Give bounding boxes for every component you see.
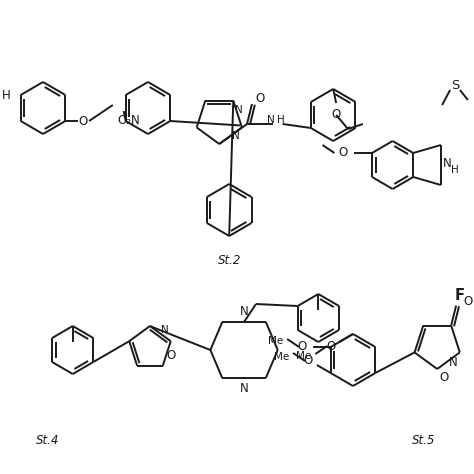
Text: F: F [455, 288, 465, 302]
Text: St.2: St.2 [218, 254, 241, 267]
Text: N: N [235, 105, 243, 115]
Text: O: O [326, 339, 335, 353]
Text: N: N [449, 356, 458, 369]
Text: N: N [232, 131, 240, 141]
Text: Me: Me [296, 351, 311, 361]
Text: O: O [79, 115, 88, 128]
Text: St.5: St.5 [412, 434, 436, 447]
Text: H: H [2, 89, 11, 101]
Text: N: N [443, 157, 452, 170]
Text: O: O [463, 295, 472, 308]
Text: N: N [161, 325, 169, 335]
Text: O: O [338, 146, 347, 159]
Text: O: O [298, 340, 307, 354]
Text: S: S [451, 79, 459, 91]
Text: O: O [167, 349, 176, 362]
Text: H: H [277, 115, 284, 125]
Text: N: N [267, 115, 275, 125]
Text: O: O [255, 91, 264, 104]
Text: Me: Me [274, 352, 289, 362]
Text: H: H [451, 165, 459, 175]
Text: O: O [439, 371, 448, 384]
Text: Me: Me [268, 336, 283, 346]
Text: N: N [240, 305, 248, 318]
Text: O: O [331, 108, 341, 121]
Text: O: O [304, 355, 313, 367]
Text: O₂N: O₂N [117, 113, 140, 127]
Text: St.4: St.4 [36, 434, 59, 447]
Text: N: N [240, 382, 248, 395]
